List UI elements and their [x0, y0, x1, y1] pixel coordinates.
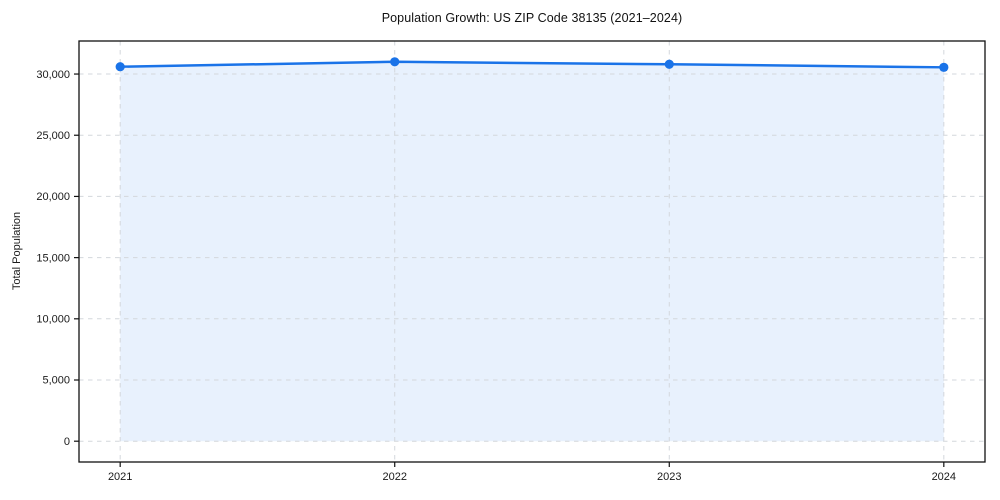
x-tick-label: 2022	[382, 471, 406, 483]
plot-border	[78, 40, 986, 463]
x-tick-label: 2021	[108, 471, 132, 483]
y-tick-label: 25,000	[36, 130, 70, 142]
y-tick-label: 15,000	[36, 252, 70, 264]
data-point-2023	[664, 59, 674, 69]
y-tick-label: 5,000	[42, 375, 70, 387]
y-axis-label: Total Population	[11, 211, 23, 291]
data-point-2021	[115, 62, 125, 72]
y-tick-label: 30,000	[36, 69, 70, 81]
x-tick-label: 2023	[657, 471, 681, 483]
chart-title: Population Growth: US ZIP Code 38135 (20…	[381, 11, 683, 25]
data-point-2022	[390, 57, 400, 67]
y-tick-label: 0	[64, 436, 70, 448]
y-tick-label: 20,000	[36, 191, 70, 203]
x-tick-label: 2024	[932, 471, 956, 483]
y-tick-label: 10,000	[36, 314, 70, 326]
data-point-2024	[939, 62, 949, 72]
population-line	[118, 60, 946, 69]
area-fill	[120, 61, 944, 442]
